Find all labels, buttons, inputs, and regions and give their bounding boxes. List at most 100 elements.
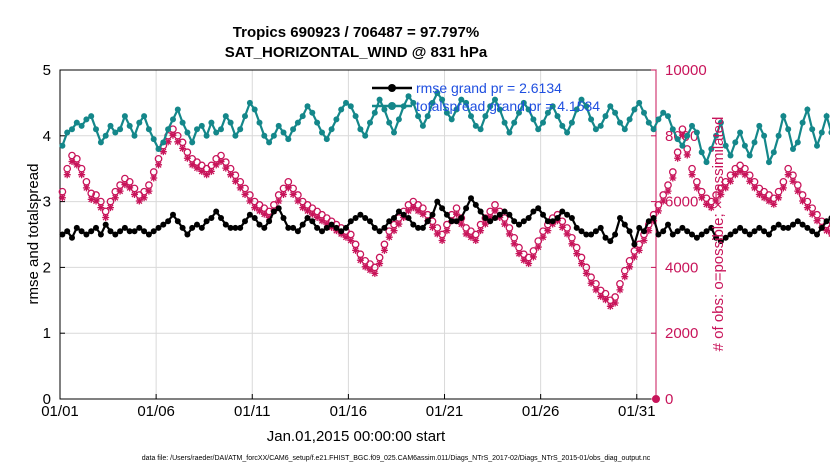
totalspread-point [722,142,729,149]
rmse-point [482,215,489,221]
obs-assimilated-point [246,197,254,205]
rmse-point [617,215,623,221]
totalspread-point [799,119,806,126]
obs-possible-point [668,168,677,176]
rmse-point [794,218,801,225]
obs-possible-point [63,164,72,173]
totalspread-point [246,99,253,106]
rmse-point [371,224,378,231]
x-axis-ticks: 01/01 01/06 01/11 01/16 01/21 01/26 01/31 [41,394,656,420]
totalspread-point [141,113,148,120]
obs-assimilated-point [97,204,105,212]
totalspread-point [602,113,609,120]
obs-possible-point [529,247,538,255]
rmse-point [323,224,330,231]
obs-assimilated-point [371,269,379,277]
rmse-point [314,224,321,231]
totalspread-point [213,129,220,136]
rmse-point [516,221,522,228]
rmse-point [121,224,128,231]
obs-assimilated-point [578,260,585,268]
rmse-point [102,221,109,228]
totalspread-point [506,129,513,136]
totalspread-point [218,126,224,133]
totalspread-point [525,106,532,113]
obs-assimilated-point [683,151,691,159]
legend-rmse-marker [388,84,396,92]
legend-rmse-label: rmse grand pr = 2.6134 [416,80,562,96]
obs-assimilated-point [587,279,595,287]
rmse-point [799,221,806,228]
rmse-point [131,228,138,235]
totalspread-point [549,103,556,110]
totalspread-point [415,113,422,120]
obs-assimilated-point [755,190,763,198]
obs-assimilated-point [140,194,148,202]
totalspread-point [814,142,820,149]
obs-assimilated-point [501,220,509,228]
totalspread-point [275,122,282,129]
obs-possible-point [351,240,360,249]
obs-assimilated-point [92,197,100,205]
obs-assimilated-point [376,260,384,268]
totalspread-point [266,139,273,146]
totalspread-point [97,139,104,146]
data-file-footer: data file: /Users/raeder/DAI/ATM_forcXX/… [142,455,651,462]
totalspread-point [698,149,705,156]
obs-assimilated-point [626,263,634,271]
obs-assimilated-point [477,227,485,235]
totalspread-point [136,119,143,126]
rmse-point [415,224,422,231]
obs-assimilated-point [707,204,715,212]
obs-assimilated-point [563,230,571,238]
rmse-point [679,224,686,231]
obs-assimilated-point [313,213,321,221]
obs-assimilated-point [385,233,393,241]
rmse-point [270,208,277,215]
rmse-point [395,208,402,215]
totalspread-point [823,113,830,120]
rmse-point [761,228,768,235]
rmse-point [285,224,292,231]
obs-assimilated-point [87,195,95,203]
rmse-point [112,231,119,238]
totalspread-point [309,109,316,116]
rmse-point [689,231,695,238]
y-right-tick-label: 2000 [665,325,698,342]
rmse-point [424,218,431,225]
obs-assimilated-point [289,190,297,198]
rmse-point [602,234,609,241]
totalspread-point [597,122,604,129]
rmse-point [568,215,575,221]
rmse-point [727,231,734,238]
obs-assimilated-point [823,227,830,235]
totalspread-point [165,126,172,133]
rmse-point [117,228,124,235]
rmse-point [540,211,546,218]
left-axis-ticks: 0 1 2 3 4 5 [43,62,65,408]
obs-possible-point [793,181,802,189]
obs-assimilated-point [409,204,417,212]
rmse-point [823,218,830,225]
totalspread-point [362,132,369,139]
totalspread-point [751,139,758,146]
totalspread-point [69,126,75,133]
rmse-point [280,215,287,221]
rmse-point [530,208,537,215]
obs-assimilated-point [702,200,710,208]
totalspread-point [203,132,210,139]
rmse-point [506,211,513,218]
obs-assimilated-point [135,197,143,205]
totalspread-point [626,116,633,123]
totalspread-point [689,122,695,129]
totalspread-point [520,99,527,106]
rmse-point [347,218,354,225]
obs-assimilated-point [255,207,263,215]
totalspread-point [376,96,383,103]
obs-possible-point [356,250,365,259]
obs-assimilated-point [347,237,355,244]
obs-assimilated-point [789,177,797,185]
rmse-point [583,231,590,238]
rmse-point [564,211,571,218]
obs-possible-point [616,279,624,288]
